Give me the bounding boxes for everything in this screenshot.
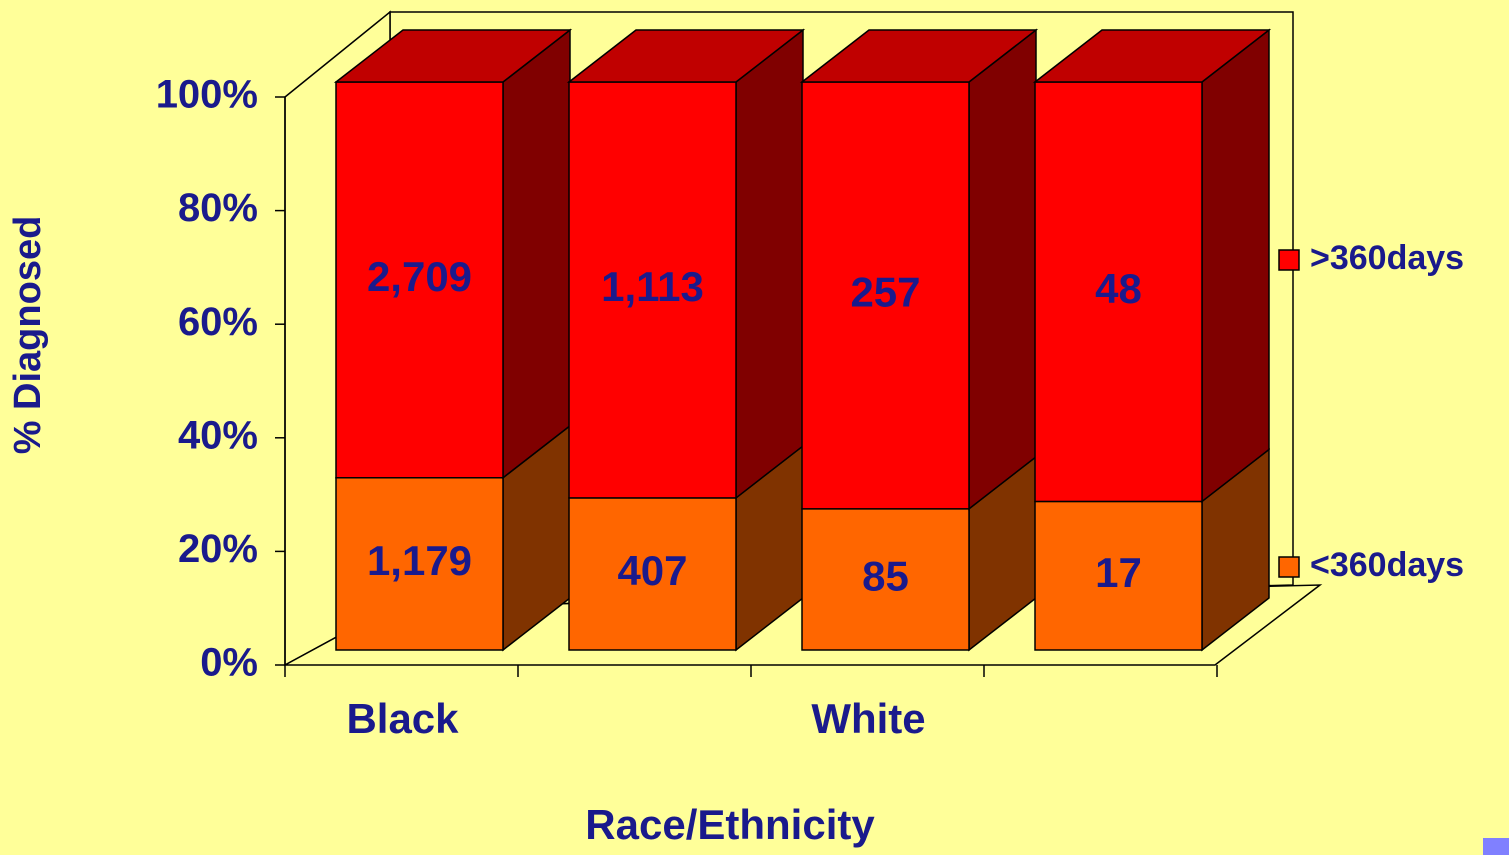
data-label: 17 [1095,549,1142,596]
bar-side [502,28,571,480]
bar [335,477,504,651]
legend-label: <360days [1310,546,1464,584]
y-axis-title: % Diagnosed [7,216,49,455]
y-tick-label: 100% [156,73,258,117]
bar [801,508,970,651]
bar-top [566,29,806,83]
data-label: 85 [862,553,909,600]
corner-mark [1483,838,1509,855]
y-tick-label: 40% [178,413,258,457]
y-tick-label: 0% [200,641,258,685]
data-label: 257 [850,269,920,316]
bar-top [799,29,1039,83]
bar-top [1032,29,1272,83]
bar [801,81,970,510]
bar-top [333,29,573,83]
bar [568,497,737,651]
x-tick-label: White [811,695,925,742]
x-axis-title: Race/Ethnicity [585,801,875,848]
bar [335,81,504,479]
legend-swatch [1278,556,1300,578]
bar [1034,500,1203,651]
y-tick-label: 20% [178,527,258,571]
data-label: 2,709 [367,253,472,300]
data-label: 48 [1095,265,1142,312]
x-tick-label: Black [346,695,459,742]
legend-label: >360days [1310,239,1464,277]
bar [568,81,737,499]
bar-side [968,28,1037,511]
bar-side [1201,28,1270,503]
data-label: 1,179 [367,537,472,584]
data-label: 407 [617,547,687,594]
bar [1034,81,1203,503]
y-tick-label: 60% [178,300,258,344]
data-label: 1,113 [601,263,704,310]
y-tick-label: 80% [178,186,258,230]
bar-side [735,28,804,500]
legend-swatch [1278,249,1300,271]
